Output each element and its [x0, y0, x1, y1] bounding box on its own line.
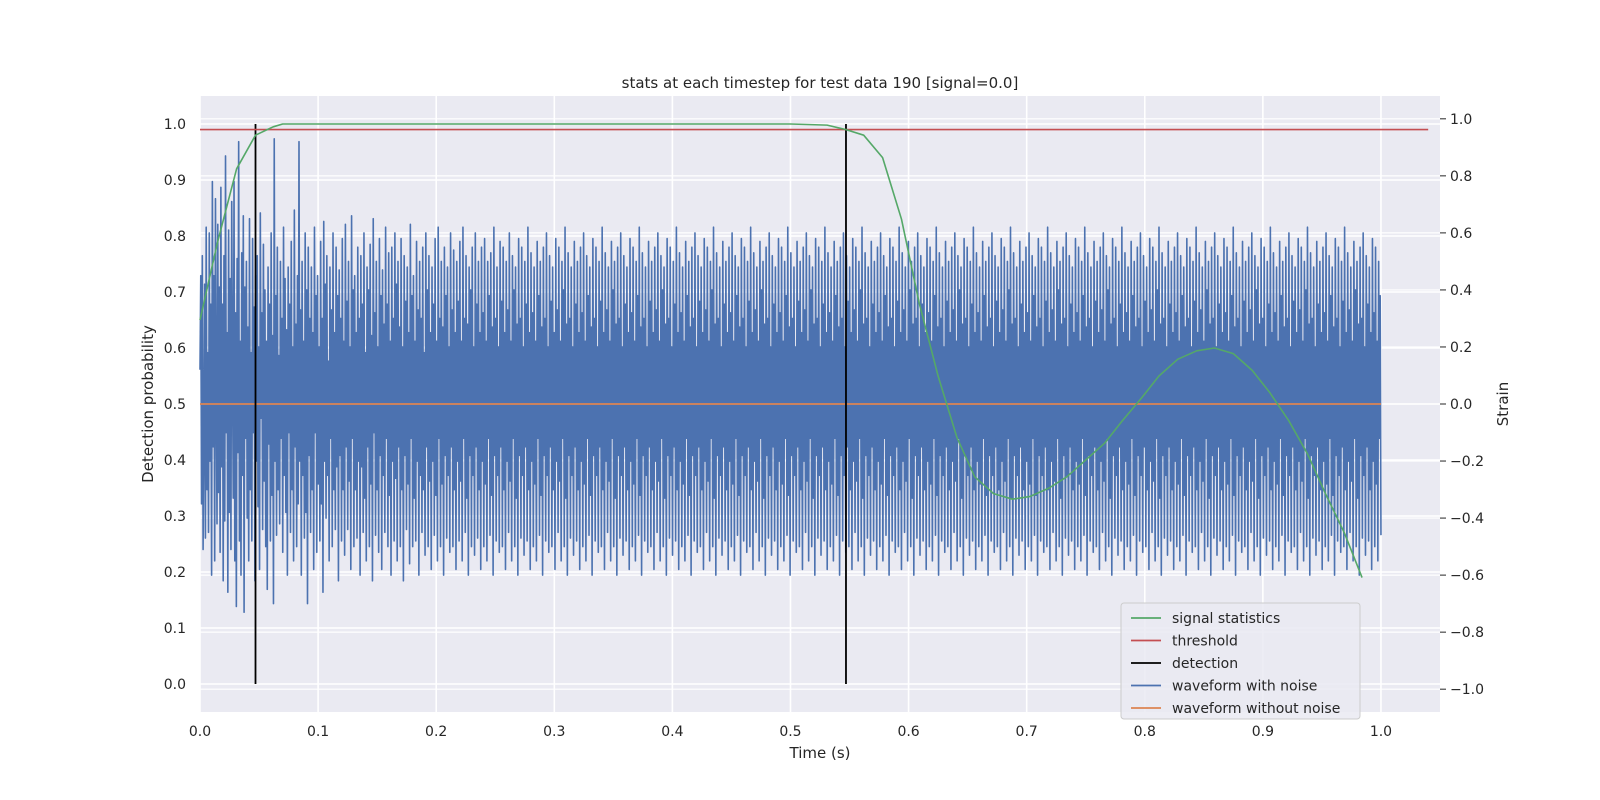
y-left-tick-label: 0.6 [164, 341, 186, 357]
y-left-tick-label: 0.9 [164, 173, 186, 189]
x-tick-label: 1.0 [1370, 724, 1392, 740]
x-tick-label: 0.7 [1016, 724, 1038, 740]
right-axis-ticks: −1.0 −0.8 −0.6 −0.4 −0.2 0.0 0.2 0.4 0.6 0.8 1.0 [1440, 112, 1484, 698]
y-left-tick-label: 0.5 [164, 397, 186, 413]
y-right-tick-label: 0.2 [1450, 340, 1472, 356]
x-tick-label: 0.4 [661, 724, 683, 740]
chart-title: stats at each timestep for test data 190… [622, 74, 1019, 92]
y-right-tick-label: −0.8 [1450, 625, 1484, 641]
x-tick-label: 0.5 [779, 724, 801, 740]
y-right-tick-label: −0.4 [1450, 511, 1484, 527]
y-right-tick-label: 0.8 [1450, 169, 1472, 185]
y-right-tick-label: 0.0 [1450, 397, 1472, 413]
x-tick-label: 0.1 [307, 724, 329, 740]
y-right-tick-label: 0.6 [1450, 226, 1472, 242]
legend-box [1120, 602, 1361, 720]
y-left-tick-label: 0.0 [164, 677, 186, 693]
legend-entries: signal statistics threshold detection wavef… [1131, 611, 1340, 717]
x-tick-label: 0.6 [897, 724, 919, 740]
x-tick-label: 0.0 [189, 724, 211, 740]
y-right-tick-label: −0.2 [1450, 454, 1484, 470]
signal-statistics-line [199, 123, 1363, 578]
x-axis-label: Time (s) [789, 744, 851, 762]
left-axis-label: Detection probability [139, 325, 157, 483]
legend-label: signal statistics [1172, 611, 1280, 627]
y-left-tick-label: 0.1 [164, 621, 186, 637]
x-tick-label: 0.9 [1252, 724, 1274, 740]
x-axis-ticks: 0.0 0.1 0.2 0.3 0.4 0.5 0.6 0.7 0.8 0.9 1.0 [189, 724, 1392, 740]
legend-label: waveform with noise [1172, 679, 1317, 695]
waveform-with-noise-line [199, 137, 1382, 613]
y-left-tick-label: 0.4 [164, 453, 186, 469]
legend-label: detection [1172, 656, 1238, 672]
y-left-tick-label: 1.0 [164, 117, 186, 133]
y-left-tick-label: 0.3 [164, 509, 186, 525]
y-left-tick-label: 0.7 [164, 285, 186, 301]
y-left-tick-label: 0.8 [164, 229, 186, 245]
y-right-tick-label: 0.4 [1450, 283, 1472, 299]
y-right-tick-label: −0.6 [1450, 568, 1484, 584]
legend-label: waveform without noise [1172, 701, 1340, 717]
legend: signal statistics threshold detection wavef… [1120, 602, 1361, 720]
x-tick-label: 0.2 [425, 724, 447, 740]
series-layer [199, 123, 1429, 684]
x-tick-label: 0.8 [1134, 724, 1156, 740]
right-axis-label: Strain [1494, 382, 1512, 426]
y-right-tick-label: 1.0 [1450, 112, 1472, 128]
legend-label: threshold [1172, 634, 1238, 650]
x-tick-label: 0.3 [543, 724, 565, 740]
left-axis-ticks: 0.0 0.1 0.2 0.3 0.4 0.5 0.6 0.7 0.8 0.9 1.0 [164, 117, 186, 693]
y-left-tick-label: 0.2 [164, 565, 186, 581]
y-right-tick-label: −1.0 [1450, 682, 1484, 698]
